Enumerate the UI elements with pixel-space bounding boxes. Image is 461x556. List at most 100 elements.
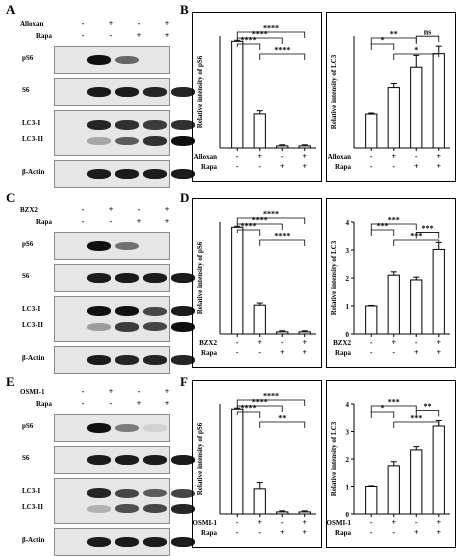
condition-sign: + bbox=[302, 338, 307, 347]
condition-sign: - bbox=[236, 528, 239, 537]
condition-label: Alloxan bbox=[328, 153, 351, 161]
blot-band bbox=[87, 537, 111, 547]
blot-band bbox=[115, 423, 139, 433]
blot-band bbox=[171, 504, 195, 514]
panel-letter-d: D bbox=[180, 190, 190, 205]
condition-label: Rapa bbox=[36, 400, 52, 408]
condition-sign: - bbox=[392, 528, 395, 537]
condition-label: Rapa bbox=[201, 163, 217, 171]
significance-bracket bbox=[236, 405, 283, 412]
chart-frame bbox=[326, 12, 456, 182]
blot-strip bbox=[54, 46, 170, 74]
blot-band bbox=[143, 136, 167, 146]
condition-sign: + bbox=[436, 152, 441, 161]
significance-label: *** bbox=[377, 222, 389, 231]
condition-sign: + bbox=[302, 518, 307, 527]
blot-band bbox=[87, 241, 111, 251]
bar bbox=[253, 304, 266, 335]
condition-sign: - bbox=[415, 518, 418, 527]
significance-bracket bbox=[236, 43, 261, 50]
significance-label: *** bbox=[388, 216, 400, 225]
blot-band bbox=[87, 423, 111, 433]
bar bbox=[410, 449, 423, 515]
bar bbox=[231, 40, 244, 149]
blot-strip bbox=[54, 296, 195, 342]
blot-band bbox=[143, 537, 167, 547]
significance-label: **** bbox=[252, 216, 268, 225]
blot-band bbox=[171, 135, 195, 146]
blot-band bbox=[143, 488, 167, 498]
significance-label: **** bbox=[241, 36, 257, 45]
condition-label: Rapa bbox=[201, 529, 217, 537]
blot-band bbox=[115, 169, 139, 179]
condition-sign: + bbox=[302, 152, 307, 161]
condition-sign: + bbox=[391, 152, 396, 161]
y-tick-label: 4 bbox=[346, 219, 350, 227]
chart-frame bbox=[192, 198, 322, 368]
significance-label: ** bbox=[278, 414, 286, 423]
condition-sign: - bbox=[415, 152, 418, 161]
significance-bracket bbox=[259, 239, 306, 246]
blot-band bbox=[143, 120, 167, 130]
condition-sign: + bbox=[436, 338, 441, 347]
blot-band bbox=[171, 273, 195, 283]
significance-label: **** bbox=[263, 210, 279, 219]
condition-sign: - bbox=[370, 518, 373, 527]
blot-band bbox=[115, 355, 139, 365]
y-tick-label: 1 bbox=[346, 484, 350, 492]
blot-band bbox=[115, 322, 139, 332]
y-axis-label: Relative intensity of LC3 bbox=[330, 54, 338, 129]
significance-label: **** bbox=[252, 398, 268, 407]
blot-strip bbox=[54, 478, 195, 524]
significance-label: *** bbox=[410, 232, 422, 241]
blot-band bbox=[171, 537, 195, 547]
blot-label: LC3-II bbox=[22, 134, 44, 143]
blot-band bbox=[143, 455, 167, 465]
significance-bracket bbox=[393, 239, 440, 246]
condition-sign: - bbox=[258, 528, 261, 537]
condition-sign: - bbox=[258, 162, 261, 171]
blot-label: S6 bbox=[22, 272, 30, 280]
bar bbox=[298, 511, 311, 515]
significance-bracket bbox=[236, 37, 283, 44]
blot-band bbox=[87, 120, 111, 130]
condition-sign: + bbox=[136, 217, 142, 226]
condition-sign: - bbox=[236, 338, 239, 347]
y-tick-label: 2 bbox=[346, 456, 350, 464]
blot-band bbox=[115, 241, 139, 251]
significance-bracket bbox=[259, 421, 306, 428]
condition-sign: + bbox=[414, 162, 419, 171]
chart-frame bbox=[326, 198, 456, 368]
bar bbox=[410, 66, 423, 149]
significance-label: *** bbox=[422, 224, 434, 233]
condition-sign: + bbox=[164, 387, 170, 396]
condition-sign: - bbox=[137, 205, 141, 214]
significance-bracket bbox=[415, 232, 440, 239]
bar bbox=[387, 465, 400, 515]
condition-sign: - bbox=[81, 31, 85, 40]
blot-strip bbox=[54, 528, 195, 556]
panel-letter-f: F bbox=[180, 374, 188, 389]
bar bbox=[432, 248, 445, 335]
blot-strip bbox=[54, 232, 170, 260]
significance-label: * bbox=[381, 36, 385, 45]
significance-bracket bbox=[370, 37, 417, 44]
blot-band bbox=[115, 504, 139, 514]
blot-strip bbox=[54, 78, 195, 106]
condition-sign: + bbox=[280, 162, 285, 171]
condition-sign: + bbox=[108, 205, 114, 214]
condition-sign: + bbox=[302, 528, 307, 537]
significance-label: ns bbox=[424, 28, 432, 37]
y-tick-label: 0 bbox=[346, 511, 350, 519]
blot-band bbox=[115, 136, 139, 146]
condition-sign: - bbox=[392, 162, 395, 171]
blot-label: LC3-I bbox=[22, 119, 41, 128]
bar bbox=[410, 279, 423, 335]
blot-band bbox=[143, 322, 167, 332]
blot-band bbox=[87, 505, 111, 513]
blot-band bbox=[115, 55, 139, 65]
bar bbox=[231, 408, 244, 515]
significance-bracket bbox=[259, 53, 306, 60]
